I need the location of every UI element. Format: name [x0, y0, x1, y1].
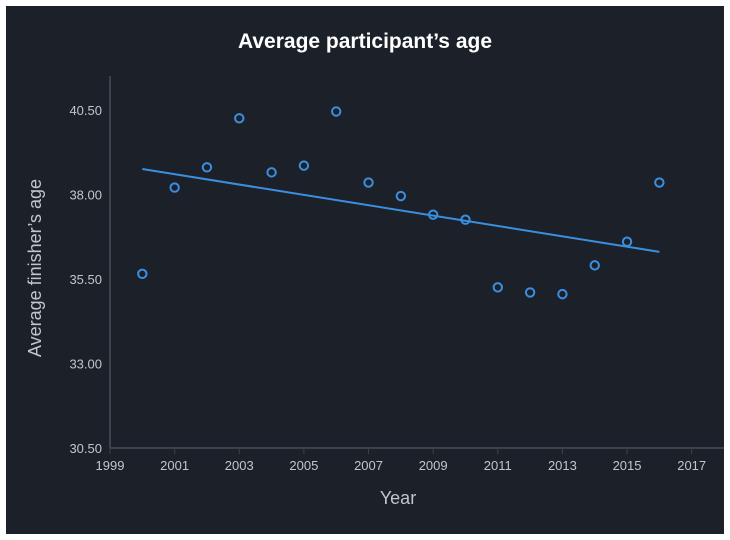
x-tick-label: 2009 [419, 458, 448, 473]
data-point [298, 160, 310, 171]
data-point [460, 214, 471, 225]
chart-title: Average participant’s age [237, 30, 493, 53]
data-marks [137, 106, 665, 300]
data-point [137, 268, 148, 280]
data-point [363, 177, 374, 188]
x-tick-label: 1999 [96, 458, 125, 473]
data-point [201, 162, 213, 173]
y-tick-label: 35.50 [69, 272, 102, 287]
data-point [492, 282, 503, 293]
y-tick-label: 33.00 [69, 356, 102, 371]
chart-panel: Average participant’s age 1999 2001 2003 20… [6, 6, 724, 534]
x-tick-label: 2015 [613, 458, 642, 473]
data-point [169, 182, 180, 193]
data-point [331, 106, 342, 117]
x-tick-label: 2017 [677, 458, 706, 473]
x-axis-label: Year [380, 488, 416, 508]
x-tick-label: 2003 [225, 458, 254, 473]
data-point [427, 209, 439, 220]
axes: 1999 2001 2003 2005 2007 2009 2011 2013 2015 2017… [69, 76, 724, 473]
data-point [589, 260, 600, 271]
y-tick-label: 38.00 [69, 187, 102, 202]
data-point [524, 287, 536, 298]
x-tick-label: 2005 [289, 458, 318, 473]
y-tick-label: 30.50 [69, 441, 102, 456]
x-tick-label: 2011 [484, 458, 512, 473]
trendline [142, 168, 660, 253]
data-point [266, 167, 277, 178]
data-point [557, 288, 568, 300]
x-tick-label: 2001 [160, 458, 189, 473]
y-tick-label: 40.50 [69, 103, 102, 118]
data-point [234, 113, 245, 124]
scatter-chart: 1999 2001 2003 2005 2007 2009 2011 2013 2015 2017… [25, 76, 724, 508]
data-point [654, 177, 665, 188]
data-point [621, 236, 633, 247]
y-axis-label: Average finisher’s age [25, 179, 45, 357]
data-point [395, 190, 407, 202]
x-tick-label: 2013 [548, 458, 577, 473]
x-tick-label: 2007 [354, 458, 383, 473]
